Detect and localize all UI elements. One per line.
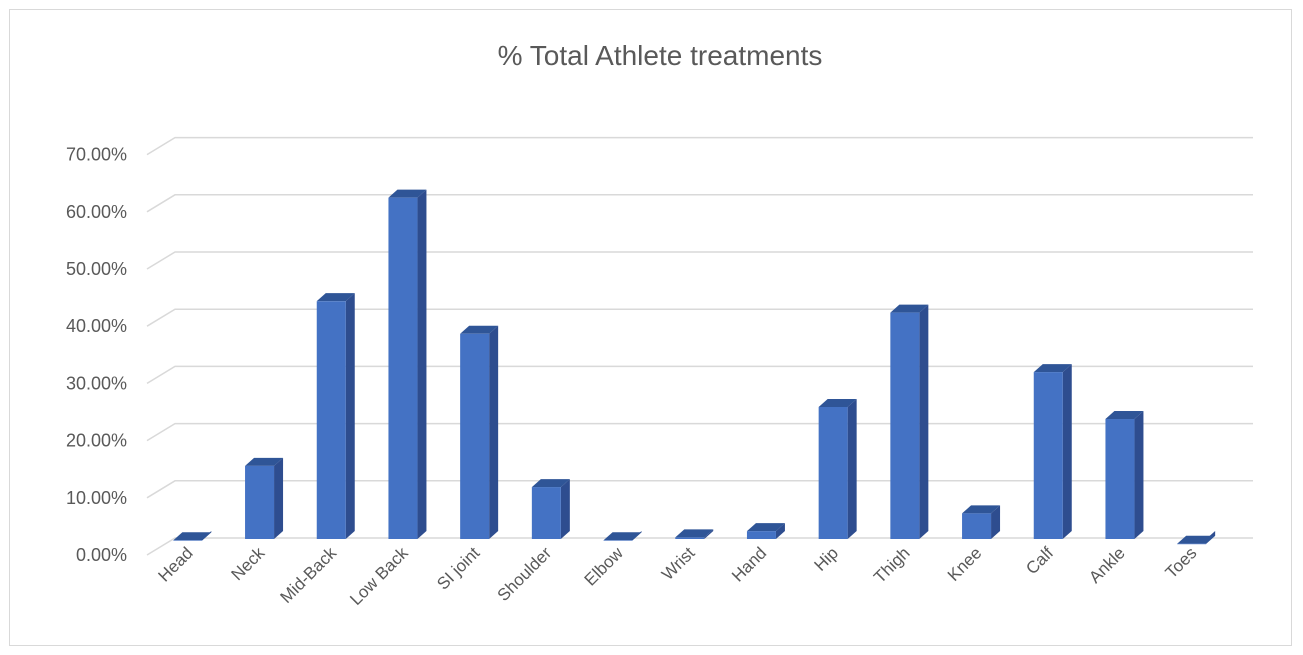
grid-layer	[146, 136, 1253, 556]
bar-side	[775, 523, 785, 539]
bar	[962, 505, 1001, 539]
bar-side	[417, 189, 427, 540]
gridline	[146, 136, 1253, 156]
y-tick-label: 70.00%	[66, 145, 127, 165]
y-tick-label: 10.00%	[66, 488, 127, 508]
bar-top	[316, 293, 355, 302]
bar-front	[245, 465, 275, 539]
bar-side	[704, 529, 714, 539]
x-tick-label: Head	[155, 543, 197, 585]
bar-front	[1105, 419, 1135, 539]
bar-top	[1105, 411, 1144, 420]
x-tick-label: Calf	[1022, 543, 1057, 578]
bar-front	[1177, 543, 1207, 545]
bars	[173, 189, 1216, 545]
bar-top	[890, 304, 929, 313]
bar	[1033, 364, 1072, 539]
bar-top	[603, 532, 642, 541]
bar-side	[919, 304, 929, 539]
bar	[1177, 531, 1216, 545]
bar	[173, 531, 212, 541]
x-tick-label: Knee	[944, 543, 986, 585]
chart-frame	[9, 9, 1292, 646]
gridline	[146, 537, 1253, 556]
bar-front	[746, 531, 776, 539]
gridline	[146, 480, 1253, 499]
bar-top	[388, 189, 427, 198]
bar-top	[746, 523, 785, 532]
y-tick-label: 20.00%	[66, 431, 127, 451]
bar-side	[991, 505, 1001, 539]
x-tick-label: Hip	[811, 543, 842, 574]
x-tick-label: Wrist	[658, 543, 699, 584]
x-tick-label: Shoulder	[494, 543, 556, 605]
bar	[675, 529, 714, 539]
x-tick-label: Thigh	[870, 543, 914, 587]
y-tick-label: 60.00%	[66, 202, 127, 222]
bar-side	[489, 325, 499, 539]
bar-side	[345, 293, 355, 539]
bar-front	[316, 301, 346, 539]
x-axis-ticks: Head Neck Mid-Back Low Back SI joint Shoulder…	[155, 543, 1201, 609]
bar-front	[818, 407, 848, 539]
bar-top	[173, 532, 212, 541]
bar-top	[1177, 535, 1216, 544]
bar	[818, 399, 857, 539]
x-tick-label: Hand	[728, 543, 770, 585]
bar-top	[531, 479, 570, 488]
bar-top	[962, 505, 1001, 514]
bar-front	[675, 537, 705, 539]
x-tick-label: Low Back	[346, 543, 412, 609]
y-tick-label: 30.00%	[66, 373, 127, 393]
y-tick-label: 50.00%	[66, 259, 127, 279]
x-tick-label: SI joint	[433, 543, 483, 593]
bar-front	[962, 513, 992, 539]
bar-side	[560, 479, 570, 539]
chart-title: % Total Athlete treatments	[498, 40, 823, 71]
gridline	[146, 422, 1253, 442]
bar-top	[245, 457, 284, 466]
bar	[245, 457, 284, 539]
bar	[531, 479, 570, 539]
bar	[746, 523, 785, 539]
gridline	[146, 194, 1253, 213]
bar-top	[818, 399, 857, 408]
bar-front	[173, 540, 203, 541]
bar-front	[460, 333, 490, 539]
bar-front	[890, 312, 920, 539]
bar-front	[603, 540, 633, 541]
bar-front	[388, 197, 418, 540]
bar-side	[847, 399, 857, 539]
bar-side	[274, 457, 284, 539]
bar-side	[1134, 411, 1144, 539]
bar	[890, 304, 929, 539]
gridline	[146, 251, 1253, 270]
bar	[388, 189, 427, 540]
x-tick-label: Ankle	[1085, 543, 1129, 587]
gridline	[146, 365, 1253, 385]
bar-side	[1062, 364, 1072, 539]
x-tick-label: Mid-Back	[277, 543, 341, 607]
bar-top	[460, 325, 499, 334]
bar	[1105, 411, 1144, 539]
bar-top	[675, 529, 714, 538]
bar-front	[531, 487, 561, 539]
bar-top	[1033, 364, 1072, 373]
y-tick-label: 40.00%	[66, 316, 127, 336]
x-tick-label: Neck	[228, 543, 269, 584]
x-tick-label: Toes	[1162, 543, 1201, 582]
x-tick-label: Elbow	[581, 543, 628, 590]
bar	[316, 293, 355, 539]
y-axis-ticks: 0.00% 10.00% 20.00% 30.00% 40.00% 50.00% 60.00…	[66, 145, 127, 565]
y-tick-label: 0.00%	[76, 545, 127, 565]
bar-front	[1033, 372, 1063, 539]
gridline	[146, 308, 1253, 327]
bar	[603, 531, 642, 541]
bar	[460, 325, 499, 539]
